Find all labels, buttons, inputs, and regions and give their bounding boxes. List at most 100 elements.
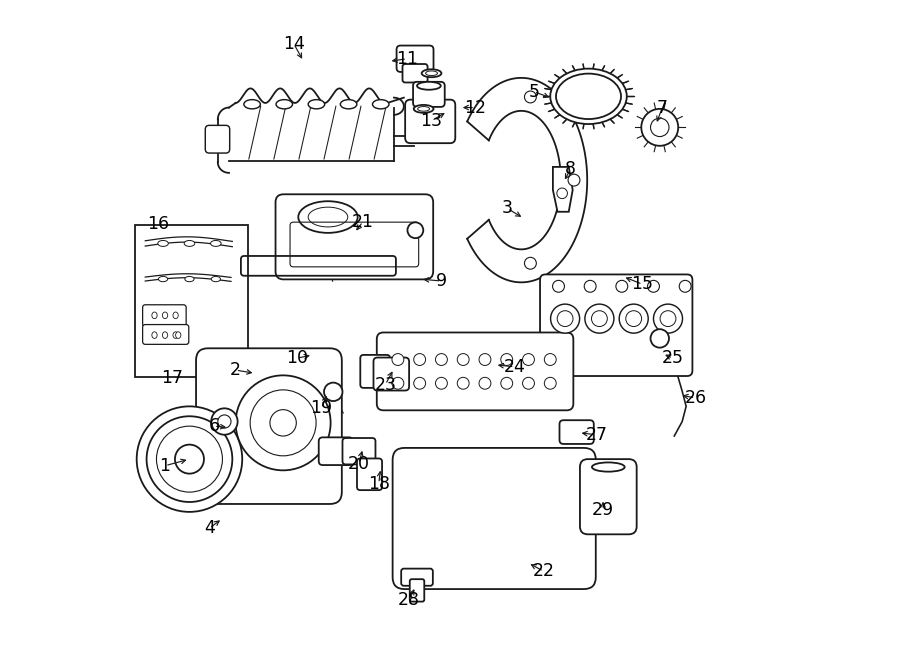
FancyBboxPatch shape — [413, 82, 445, 107]
Ellipse shape — [173, 312, 178, 319]
Ellipse shape — [592, 463, 625, 472]
Text: 23: 23 — [374, 375, 396, 393]
Circle shape — [585, 304, 614, 333]
Text: 28: 28 — [398, 591, 420, 609]
Circle shape — [212, 408, 238, 435]
Circle shape — [651, 329, 669, 348]
FancyBboxPatch shape — [374, 358, 410, 391]
Text: 25: 25 — [662, 349, 684, 368]
FancyBboxPatch shape — [360, 355, 390, 388]
Polygon shape — [553, 167, 572, 212]
Text: 27: 27 — [585, 426, 608, 444]
Ellipse shape — [421, 69, 441, 77]
Text: 29: 29 — [592, 501, 614, 519]
Text: 5: 5 — [528, 83, 539, 100]
FancyBboxPatch shape — [560, 420, 594, 444]
FancyBboxPatch shape — [319, 438, 353, 465]
FancyBboxPatch shape — [401, 568, 433, 586]
Circle shape — [523, 354, 535, 366]
Circle shape — [648, 280, 660, 292]
Circle shape — [392, 377, 404, 389]
Text: 21: 21 — [352, 213, 374, 231]
Ellipse shape — [158, 241, 168, 247]
FancyBboxPatch shape — [142, 305, 186, 327]
Circle shape — [500, 377, 513, 389]
Ellipse shape — [152, 332, 158, 338]
Text: 13: 13 — [420, 112, 443, 130]
Ellipse shape — [184, 241, 194, 247]
Text: 26: 26 — [684, 389, 706, 407]
Circle shape — [324, 383, 343, 401]
Text: 16: 16 — [147, 215, 169, 233]
FancyBboxPatch shape — [392, 448, 596, 589]
Circle shape — [584, 280, 596, 292]
Circle shape — [436, 354, 447, 366]
Circle shape — [250, 390, 316, 456]
Ellipse shape — [158, 276, 167, 282]
Ellipse shape — [162, 332, 167, 338]
Ellipse shape — [184, 276, 194, 282]
FancyBboxPatch shape — [397, 46, 434, 72]
Circle shape — [479, 354, 490, 366]
Circle shape — [236, 375, 330, 471]
Ellipse shape — [426, 71, 437, 75]
Circle shape — [157, 426, 222, 492]
Ellipse shape — [173, 332, 178, 338]
Text: 20: 20 — [348, 455, 370, 473]
Ellipse shape — [373, 100, 389, 109]
Circle shape — [392, 354, 404, 366]
FancyBboxPatch shape — [343, 438, 375, 465]
Circle shape — [557, 311, 573, 327]
Circle shape — [414, 377, 426, 389]
Text: 15: 15 — [632, 276, 653, 293]
Circle shape — [619, 304, 648, 333]
Ellipse shape — [276, 100, 292, 109]
Circle shape — [544, 354, 556, 366]
Ellipse shape — [176, 332, 181, 338]
Circle shape — [551, 304, 580, 333]
Circle shape — [653, 304, 682, 333]
Circle shape — [270, 410, 296, 436]
Circle shape — [523, 377, 535, 389]
Circle shape — [616, 280, 628, 292]
FancyBboxPatch shape — [196, 348, 342, 504]
Circle shape — [680, 280, 691, 292]
Ellipse shape — [340, 100, 356, 109]
FancyBboxPatch shape — [357, 459, 382, 490]
FancyBboxPatch shape — [142, 325, 189, 344]
Circle shape — [147, 416, 232, 502]
Bar — [135, 225, 248, 377]
Circle shape — [408, 222, 423, 238]
FancyBboxPatch shape — [402, 64, 428, 83]
Ellipse shape — [212, 276, 220, 282]
Ellipse shape — [308, 207, 347, 227]
FancyBboxPatch shape — [377, 332, 573, 410]
Circle shape — [544, 377, 556, 389]
Ellipse shape — [244, 100, 260, 109]
Circle shape — [557, 188, 567, 198]
Circle shape — [218, 415, 231, 428]
FancyBboxPatch shape — [205, 126, 230, 153]
FancyBboxPatch shape — [580, 459, 636, 534]
FancyBboxPatch shape — [540, 274, 692, 376]
Text: 14: 14 — [283, 34, 304, 53]
Circle shape — [436, 377, 447, 389]
FancyBboxPatch shape — [275, 194, 433, 280]
Text: 12: 12 — [464, 98, 486, 116]
Ellipse shape — [556, 73, 621, 119]
Text: 18: 18 — [368, 475, 390, 492]
FancyBboxPatch shape — [405, 100, 455, 143]
Circle shape — [626, 311, 642, 327]
Circle shape — [500, 354, 513, 366]
Text: 22: 22 — [533, 563, 554, 580]
Circle shape — [660, 311, 676, 327]
Circle shape — [591, 311, 608, 327]
Ellipse shape — [550, 69, 626, 124]
Ellipse shape — [162, 312, 167, 319]
Circle shape — [479, 377, 490, 389]
Circle shape — [525, 91, 536, 103]
Text: 2: 2 — [230, 361, 241, 379]
Text: 9: 9 — [436, 272, 447, 290]
Circle shape — [553, 280, 564, 292]
Text: 24: 24 — [504, 358, 526, 376]
